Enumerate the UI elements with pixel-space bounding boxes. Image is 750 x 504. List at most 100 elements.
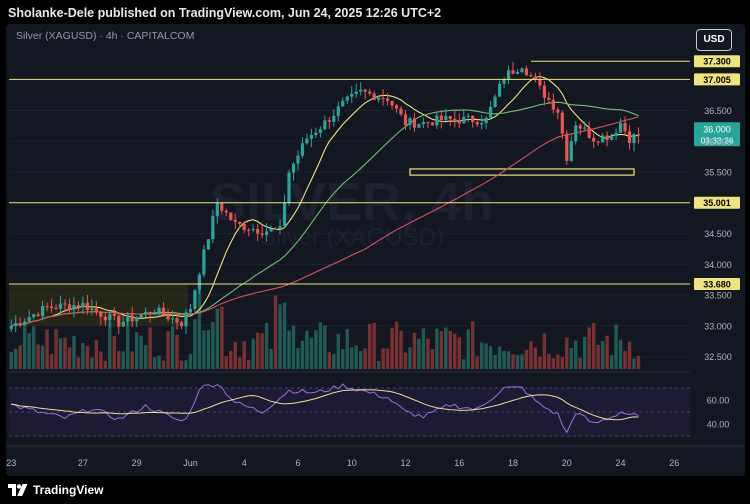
volume-bar	[453, 333, 457, 369]
volume-bar	[426, 338, 430, 369]
candle	[430, 121, 434, 127]
candle-body	[529, 75, 533, 77]
candle	[350, 86, 354, 104]
time-tick-label: 18	[508, 458, 518, 468]
candle	[457, 113, 461, 129]
candle	[511, 62, 515, 75]
candle	[305, 133, 309, 145]
candle	[403, 109, 408, 130]
volume-bar	[45, 329, 49, 369]
candle	[278, 219, 282, 235]
volume-bar	[336, 334, 341, 369]
zone-layer	[9, 168, 635, 326]
currency-button[interactable]: USD	[696, 29, 732, 51]
candle	[354, 83, 358, 98]
volume-bar	[341, 349, 345, 369]
candle-body	[94, 308, 98, 312]
candle	[547, 92, 551, 103]
candle	[130, 306, 134, 327]
time-axis: 23 27 29 Jun 4 6 10 12 16 18 20 24 26	[6, 445, 745, 468]
volume-bar	[439, 330, 444, 369]
candle-body	[399, 108, 403, 115]
price-tick-label: 36.500	[704, 106, 732, 116]
candle-body	[520, 68, 524, 72]
candle-body	[49, 306, 54, 308]
price-level-tag	[694, 73, 740, 86]
candle	[524, 65, 529, 77]
candle-body	[23, 321, 27, 326]
candle-body	[193, 290, 197, 309]
candle-body	[515, 71, 520, 74]
candle	[565, 129, 569, 165]
candle	[63, 299, 67, 313]
volume-bar	[605, 335, 609, 369]
candle	[502, 77, 506, 89]
price-level-tag	[694, 55, 740, 68]
candle	[161, 302, 166, 318]
candle	[417, 123, 421, 128]
candle	[372, 91, 376, 101]
last-price-label: 36.000	[703, 124, 731, 134]
candle	[206, 238, 210, 250]
candle-body	[188, 308, 193, 313]
candle	[601, 132, 605, 143]
candle-layer	[9, 62, 641, 335]
candle-body	[426, 121, 430, 123]
volume-bar	[524, 349, 529, 369]
time-tick-label: 10	[347, 458, 357, 468]
candle	[605, 131, 609, 147]
candle-body	[614, 132, 618, 137]
volume-bar	[157, 355, 161, 369]
chart-canvas[interactable]: SILVER, 4h Silver (XAGUSD) 37.30037.0053…	[6, 24, 745, 476]
candle-body	[587, 127, 591, 138]
candle-body	[493, 96, 497, 107]
candle-body	[45, 306, 49, 308]
volume-bar	[318, 322, 323, 369]
volume-bar	[367, 324, 372, 369]
volume-bar	[22, 324, 27, 369]
candle-body	[251, 228, 255, 231]
candle-body	[323, 120, 327, 130]
volume-bar	[502, 350, 506, 369]
candle	[574, 121, 578, 145]
candle-body	[278, 226, 282, 230]
candle	[309, 128, 314, 147]
candle-body	[524, 68, 529, 76]
volume-bar	[403, 352, 408, 369]
chart-panel[interactable]: SILVER, 4h Silver (XAGUSD) 37.300 37.005 3…	[6, 24, 745, 476]
volume-bar	[475, 356, 479, 369]
volume-bar	[81, 343, 85, 369]
candle	[471, 115, 475, 128]
candle	[202, 244, 206, 278]
volume-bar	[609, 355, 614, 369]
candle-body	[166, 315, 170, 320]
candle-body	[314, 132, 318, 135]
volume-bar	[542, 333, 547, 369]
volume-bar	[273, 295, 278, 369]
chart-watermark-sub: Silver (XAGUSD)	[260, 224, 444, 251]
candle	[49, 298, 54, 313]
candle-body	[179, 322, 184, 327]
volume-bar	[282, 302, 287, 369]
candle	[489, 100, 493, 118]
volume-bar	[215, 308, 220, 369]
candle	[551, 93, 555, 114]
volume-bar	[90, 357, 94, 369]
symbol-info[interactable]: Silver (XAGUSD) · 4h · CAPITALCOM	[16, 30, 195, 42]
volume-bar	[591, 322, 596, 369]
volume-bar	[278, 304, 282, 369]
candle	[27, 309, 31, 323]
candle	[318, 126, 322, 138]
candle	[475, 118, 479, 127]
candle-body	[471, 115, 475, 123]
candle-body	[99, 311, 103, 317]
candle-body	[632, 134, 636, 144]
candle	[269, 225, 273, 233]
candle-body	[40, 306, 45, 317]
candle-body	[152, 313, 157, 315]
candle	[412, 112, 417, 132]
candle	[157, 304, 161, 316]
volume-bar	[296, 347, 300, 369]
volume-bar	[332, 353, 336, 369]
time-tick-label: 29	[132, 458, 142, 468]
